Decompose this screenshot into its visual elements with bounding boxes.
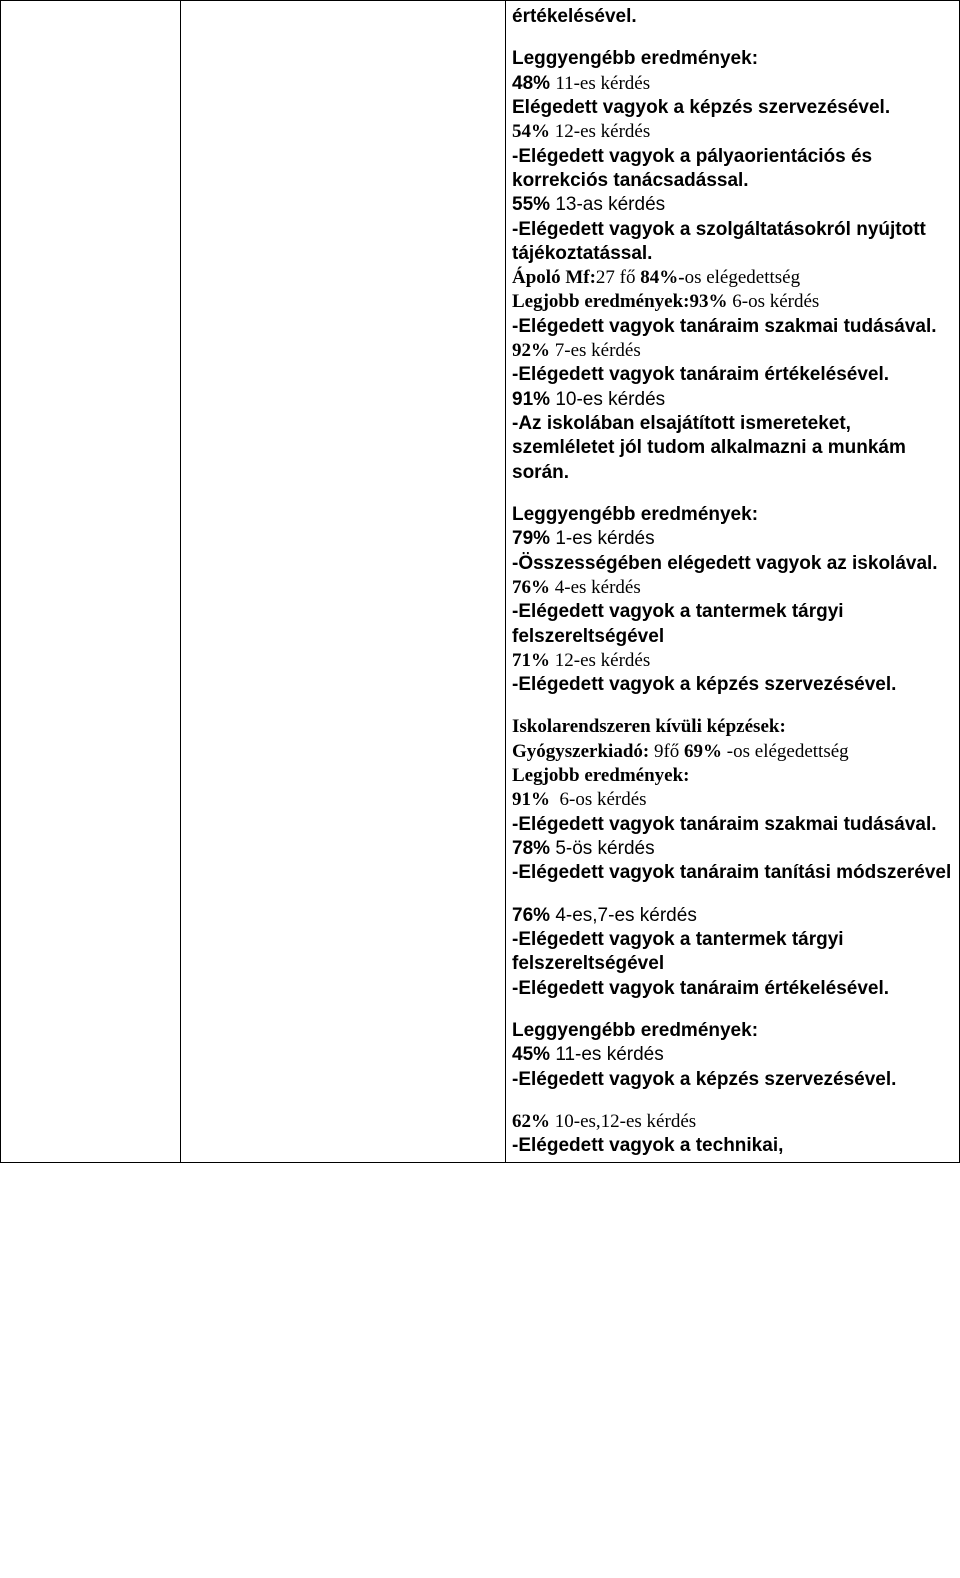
weakest-heading-1: Leggyengébb eredmények: (512, 48, 758, 69)
text-line: Elégedett vagyok a képzés szervezésével. (512, 97, 890, 118)
text-line: -Elégedett vagyok tanáraim értékelésével… (512, 364, 889, 385)
question-ref: 12-es kérdés (550, 121, 650, 142)
apolo-count: 27 fő (596, 267, 640, 288)
layout-table: értékelésével. Leggyengébb eredmények: 4… (0, 0, 960, 1163)
pct: 92% (512, 340, 550, 361)
question-ref: 7-es kérdés (550, 340, 641, 361)
question-ref: 4-es kérdés (550, 577, 641, 598)
column-1 (1, 1, 181, 1163)
gyogy-label: Gyógyszerkiadó: (512, 741, 649, 762)
text-line: -Az iskolában elsajátított ismereteket, … (512, 413, 906, 483)
external-heading: Iskolarendszeren kívüli képzések: (512, 716, 786, 737)
question-ref: 12-es kérdés (550, 650, 650, 671)
question-ref: 4-es,7-es kérdés (555, 905, 697, 926)
question-ref: 10-es kérdés (555, 389, 665, 410)
text-line: -Elégedett vagyok a képzés szervezésével… (512, 1069, 896, 1090)
question-ref: 11-es kérdés (555, 73, 650, 94)
question-ref: 10-es,12-es kérdés (550, 1111, 696, 1132)
gyogy-pct: 69% (684, 741, 727, 762)
pct: 54% (512, 121, 550, 142)
apolo-suffix: os elégedettség (685, 267, 801, 288)
column-2 (181, 1, 506, 1163)
best-heading-2: Legjobb eredmények: (512, 765, 690, 786)
text-line: -Összességében elégedett vagyok az iskol… (512, 553, 938, 574)
pct: 71% (512, 650, 550, 671)
apolo-label: Ápoló Mf: (512, 267, 596, 288)
pct: 76% (512, 577, 550, 598)
text-line: -Elégedett vagyok a képzés szervezésével… (512, 674, 896, 695)
question-ref: 5-ös kérdés (555, 838, 654, 859)
weakest-heading-3: Leggyengébb eredmények: (512, 1020, 758, 1041)
pct: 76% (512, 905, 555, 926)
pct: 79% (512, 528, 555, 549)
text-line: -Elégedett vagyok a pályaorientációs és … (512, 146, 872, 191)
question-ref: 1-es kérdés (555, 528, 654, 549)
column-3-content: értékelésével. Leggyengébb eredmények: 4… (506, 1, 960, 1163)
apolo-pct: 84%- (640, 267, 684, 288)
text-line: -Elégedett vagyok a tantermek tárgyi fel… (512, 601, 844, 646)
text-line: -Elégedett vagyok tanáraim szakmai tudás… (512, 316, 937, 337)
text-line: -Elégedett vagyok tanáraim tanítási móds… (512, 862, 951, 883)
pct: 55% (512, 194, 555, 215)
pct: 62% (512, 1111, 550, 1132)
pct: 91% (512, 789, 560, 810)
text-line: -Elégedett vagyok a technikai, (512, 1135, 783, 1156)
text-line: -Elégedett vagyok a tantermek tárgyi fel… (512, 929, 844, 974)
pct: 78% (512, 838, 555, 859)
text-line: értékelésével. (512, 6, 637, 27)
pct: 45% (512, 1044, 555, 1065)
best-heading: Legjobb eredmények:93% (512, 291, 728, 312)
pct: 91% (512, 389, 555, 410)
text-line: -Elégedett vagyok a szolgáltatásokról ny… (512, 219, 926, 264)
question-ref: 13-as kérdés (555, 194, 665, 215)
question-ref: 11-es kérdés (555, 1044, 663, 1065)
pct: 48% (512, 73, 555, 94)
gyogy-suffix: -os elégedettség (727, 741, 849, 762)
text-line: -Elégedett vagyok tanáraim értékelésével… (512, 978, 889, 999)
question-ref: 6-os kérdés (560, 789, 647, 810)
gyogy-count: 9fő (649, 741, 684, 762)
text-line: -Elégedett vagyok tanáraim szakmai tudás… (512, 814, 937, 835)
question-ref: 6-os kérdés (728, 291, 820, 312)
weakest-heading-2: Leggyengébb eredmények: (512, 504, 758, 525)
